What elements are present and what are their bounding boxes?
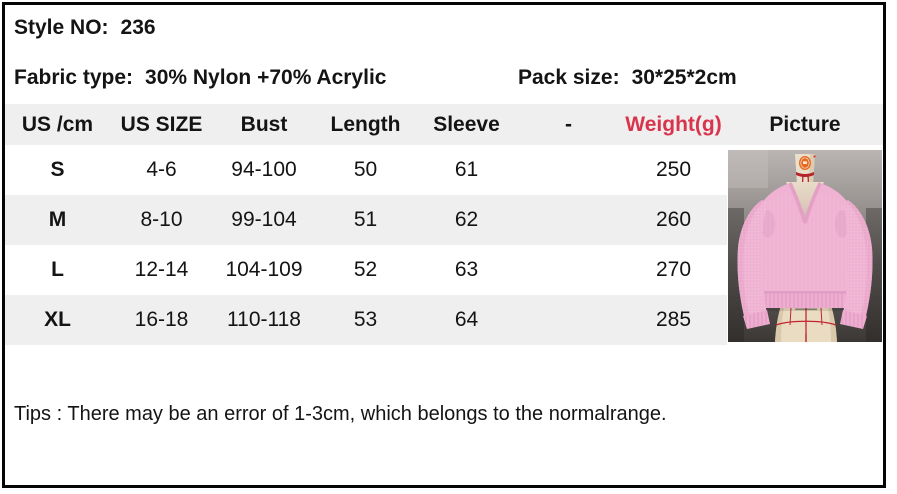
style-no-value: 236 xyxy=(120,16,156,39)
col-header-sleeve: Sleeve xyxy=(416,104,517,145)
cell-weight: 270 xyxy=(655,258,692,281)
col-header-dash: - xyxy=(517,104,620,145)
cell-bust: 99-104 xyxy=(213,195,315,245)
cell-sleeve: 63 xyxy=(454,258,479,281)
col-header-us-cm: US /cm xyxy=(5,104,110,145)
product-photo xyxy=(728,150,882,342)
style-no-line: Style NO: 236 xyxy=(14,16,156,40)
col-header-weight: Weight(g) xyxy=(620,104,727,145)
pack-size-value: 30*25*2cm xyxy=(631,66,737,89)
cell-us-size: 16-18 xyxy=(110,295,213,345)
cell-dash xyxy=(517,295,620,345)
cell-dash xyxy=(517,195,620,245)
cell-length: 53 xyxy=(315,295,416,345)
cell-sleeve: 64 xyxy=(416,295,517,345)
cell-size: L xyxy=(51,258,64,281)
size-row-s: S 4-6 94-100 50 61 250 xyxy=(5,145,883,345)
cell-length: 50 xyxy=(353,158,378,181)
cell-us-size: 12-14 xyxy=(134,258,189,281)
size-chart-table: US /cm US SIZE Bust Length Sleeve - Weig… xyxy=(5,104,883,345)
cell-size: M xyxy=(5,195,110,245)
sweater-on-mannequin-image xyxy=(728,150,882,342)
cell-picture xyxy=(727,145,883,345)
style-no-label: Style NO: xyxy=(14,16,109,39)
fabric-type-value: 30% Nylon +70% Acrylic xyxy=(145,66,387,89)
header-row: US /cm US SIZE Bust Length Sleeve - Weig… xyxy=(5,104,883,145)
pack-size-label: Pack size: xyxy=(518,66,620,89)
cell-bust: 110-118 xyxy=(213,295,315,345)
cell-dash xyxy=(517,145,620,195)
col-header-picture: Picture xyxy=(727,104,883,145)
cell-length: 51 xyxy=(315,195,416,245)
cell-size: XL xyxy=(5,295,110,345)
fabric-type-label: Fabric type: xyxy=(14,66,134,89)
col-header-length: Length xyxy=(315,104,416,145)
cell-weight: 285 xyxy=(620,295,727,345)
cell-size: S xyxy=(50,158,65,181)
cell-bust: 94-100 xyxy=(231,158,297,181)
cell-us-size: 4-6 xyxy=(146,158,177,181)
fabric-type-line: Fabric type: 30% Nylon +70% Acrylic xyxy=(14,66,386,90)
col-header-bust: Bust xyxy=(213,104,315,145)
cell-weight: 250 xyxy=(655,158,692,181)
cell-sleeve: 62 xyxy=(416,195,517,245)
col-header-us-size: US SIZE xyxy=(110,104,213,145)
pack-size-line: Pack size: 30*25*2cm xyxy=(518,66,737,90)
cell-us-size: 8-10 xyxy=(110,195,213,245)
cell-dash xyxy=(517,245,620,295)
cell-sleeve: 61 xyxy=(454,158,479,181)
size-row-xl: XL 16-18 110-118 53 64 285 xyxy=(5,295,883,345)
tips-text: Tips : There may be an error of 1-3cm, w… xyxy=(14,403,667,425)
cell-length: 52 xyxy=(353,258,378,281)
spec-sheet: Style NO: 236 Fabric type: 30% Nylon +70% … xyxy=(2,2,886,488)
size-row-l: L 12-14 104-109 52 63 270 xyxy=(5,245,883,295)
size-row-m: M 8-10 99-104 51 62 260 xyxy=(5,195,883,245)
cell-weight: 260 xyxy=(620,195,727,245)
cell-bust: 104-109 xyxy=(225,258,303,281)
